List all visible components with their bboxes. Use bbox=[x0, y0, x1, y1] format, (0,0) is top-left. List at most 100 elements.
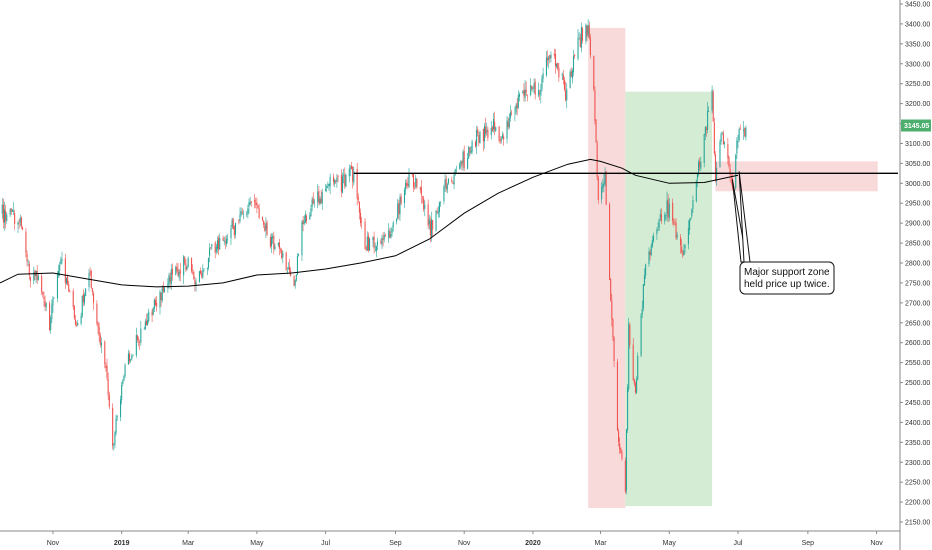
candle-body bbox=[156, 302, 158, 307]
candle-body bbox=[570, 71, 572, 77]
candle-body bbox=[587, 24, 589, 35]
candle-body bbox=[100, 342, 102, 346]
candle-body bbox=[523, 90, 525, 96]
candle-body bbox=[296, 256, 299, 275]
candle-body bbox=[10, 208, 12, 212]
candle-body bbox=[168, 275, 170, 284]
candle-body bbox=[501, 135, 504, 138]
candle-body bbox=[352, 166, 354, 182]
candle-body bbox=[325, 189, 327, 191]
candle-body bbox=[509, 112, 511, 118]
y-tick-label: 2200.00 bbox=[905, 500, 930, 507]
candle-body bbox=[660, 213, 662, 222]
candle-body bbox=[81, 295, 83, 317]
candle-body bbox=[452, 182, 454, 184]
candle-body bbox=[264, 225, 266, 232]
candle-body bbox=[27, 261, 29, 263]
candle-body bbox=[585, 24, 587, 41]
candle-body bbox=[82, 293, 84, 302]
candle-body bbox=[350, 166, 353, 169]
candle-body bbox=[85, 288, 87, 296]
candle-body bbox=[265, 223, 267, 230]
zones-layer bbox=[588, 27, 878, 509]
candle-body bbox=[667, 199, 669, 218]
candle-body bbox=[73, 306, 75, 319]
candle-body bbox=[341, 176, 344, 193]
candle-body bbox=[313, 201, 315, 203]
candle-body bbox=[595, 119, 597, 143]
candle-body bbox=[487, 129, 489, 138]
candle-body bbox=[76, 324, 78, 326]
candle-body bbox=[400, 196, 402, 204]
candle-body bbox=[233, 226, 235, 236]
candle-body bbox=[664, 214, 666, 222]
candle-body bbox=[123, 376, 125, 381]
candle-body bbox=[254, 200, 256, 203]
candle-body bbox=[192, 272, 194, 274]
candle-body bbox=[703, 134, 705, 164]
candle-body bbox=[68, 284, 70, 291]
candle-body bbox=[96, 303, 98, 324]
candle-body bbox=[11, 210, 13, 212]
candle-body bbox=[200, 270, 202, 274]
candle-body bbox=[293, 276, 295, 286]
candle-body bbox=[687, 228, 689, 245]
candle-body bbox=[250, 201, 252, 203]
y-tick-label: 2600.00 bbox=[905, 340, 930, 347]
candle-body bbox=[18, 222, 20, 224]
candle-body bbox=[674, 224, 676, 225]
candle-body bbox=[177, 269, 179, 276]
x-tick-label: Jul bbox=[734, 540, 743, 547]
candle-body bbox=[620, 448, 622, 454]
candle-body bbox=[650, 245, 652, 256]
candle-body bbox=[506, 120, 508, 139]
candle-body bbox=[171, 268, 173, 275]
candle-body bbox=[563, 79, 566, 90]
candle-body bbox=[369, 238, 371, 251]
candle-body bbox=[80, 316, 82, 324]
x-tick-label: 2019 bbox=[114, 540, 130, 547]
candle-body bbox=[539, 92, 541, 94]
candle-body bbox=[463, 151, 465, 168]
candle-body bbox=[269, 237, 271, 247]
candle-body bbox=[144, 321, 146, 329]
candle-body bbox=[574, 54, 576, 57]
candle-body bbox=[135, 334, 137, 356]
candle-body bbox=[99, 335, 101, 345]
candle-body bbox=[2, 204, 4, 223]
candle-body bbox=[53, 297, 55, 299]
candle-body bbox=[91, 288, 93, 292]
candle-body bbox=[451, 179, 453, 182]
candle-body bbox=[675, 222, 677, 239]
candle-body bbox=[461, 162, 463, 167]
y-tick-label: 2150.00 bbox=[905, 520, 930, 527]
candle-body bbox=[672, 202, 674, 221]
candle-body bbox=[603, 182, 605, 186]
candle-body bbox=[602, 183, 604, 189]
candle-body bbox=[122, 380, 124, 385]
candle-body bbox=[358, 202, 360, 213]
candle-body bbox=[214, 242, 216, 253]
candle-body bbox=[577, 37, 579, 59]
candle-body bbox=[130, 359, 132, 361]
candle-body bbox=[383, 235, 385, 240]
candle-body bbox=[398, 203, 400, 215]
candle-body bbox=[382, 238, 384, 241]
candle-body bbox=[215, 246, 217, 252]
candle-body bbox=[246, 213, 248, 215]
candle-body bbox=[707, 110, 709, 131]
candle-body bbox=[611, 300, 613, 320]
candle-body bbox=[349, 167, 351, 169]
candle-body bbox=[317, 191, 319, 203]
y-tick-label: 2550.00 bbox=[905, 360, 930, 367]
candle-body bbox=[533, 83, 535, 89]
candle-body bbox=[238, 220, 240, 222]
candle-body bbox=[407, 184, 409, 186]
candle-body bbox=[9, 209, 11, 215]
candle-body bbox=[695, 180, 697, 202]
candle-body bbox=[132, 354, 134, 356]
candle-body bbox=[356, 169, 358, 199]
candle-body bbox=[366, 236, 368, 251]
candle-body bbox=[460, 161, 462, 165]
